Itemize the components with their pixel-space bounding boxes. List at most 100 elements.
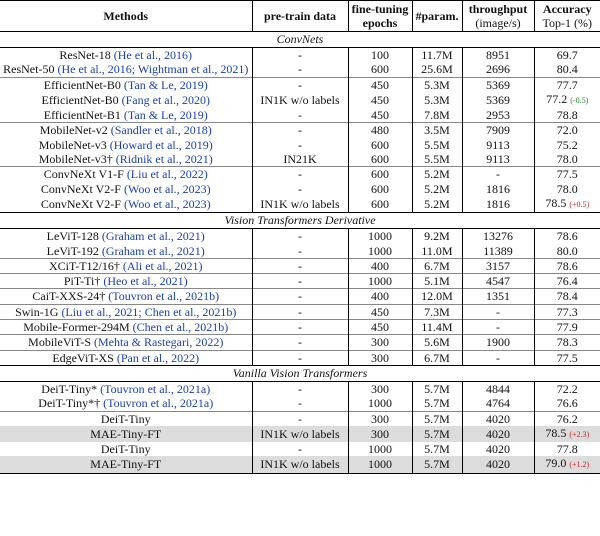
method-name: ConvNeXt V2-F xyxy=(40,196,121,211)
method-cell: Swin-1G (Liu et al., 2021; Chen et al., … xyxy=(0,303,253,320)
pretrain-cell: - xyxy=(252,381,349,397)
method-cell: EdgeViT-XS (Pan et al., 2022) xyxy=(0,349,253,366)
accuracy-cell: 76.2 xyxy=(534,410,600,426)
params-cell: 5.7M xyxy=(412,381,463,397)
method-cell: CaiT-XXS-24† (Touvron et al., 2021b) xyxy=(0,288,253,305)
method-cell: DeiT-Tiny xyxy=(0,442,253,457)
pretrain-cell: - xyxy=(252,76,349,92)
method-name: DeiT-Tiny xyxy=(100,442,151,457)
method-name: LeViT-192 xyxy=(46,243,99,258)
pretrain-cell: - xyxy=(252,303,349,320)
pretrain-cell: IN1K w/o labels xyxy=(252,195,349,213)
params-cell: 5.5M xyxy=(412,137,463,153)
params-cell: 5.7M xyxy=(412,396,463,412)
pretrain-cell: IN1K w/o labels xyxy=(252,456,349,474)
accuracy-value: 69.7 xyxy=(556,48,578,62)
accuracy-value: 78.6 xyxy=(556,258,578,273)
method-name: CaiT-XXS-24† xyxy=(32,289,106,304)
header-params: #param. xyxy=(412,0,463,32)
throughput-cell: 1900 xyxy=(462,334,535,351)
params-cell: 5.7M xyxy=(412,456,463,474)
table-row: MobileViT-S (Mehta & Rastegari, 2022) -30… xyxy=(0,334,600,351)
throughput-cell: 5369 xyxy=(462,76,535,92)
throughput-cell: 9113 xyxy=(462,152,535,167)
citation: (Touvron et al., 2021a) xyxy=(100,381,211,396)
header-throughput-text: throughput xyxy=(468,2,528,16)
params-cell: 5.2M xyxy=(412,181,463,196)
citation: (Fang et al., 2020) xyxy=(121,92,210,107)
epochs-cell: 450 xyxy=(348,303,413,320)
params-cell: 11.0M xyxy=(412,243,463,259)
params-cell: 5.2M xyxy=(412,166,463,182)
method-cell: EfficientNet-B0 (Fang et al., 2020) xyxy=(0,91,253,109)
header-accuracy-text: Accuracy xyxy=(542,2,592,16)
method-cell: MobileViT-S (Mehta & Rastegari, 2022) xyxy=(0,334,253,351)
params-cell: 6.7M xyxy=(412,257,463,274)
citation: (Graham et al., 2021) xyxy=(101,243,205,258)
epochs-cell: 600 xyxy=(348,181,413,196)
pretrain-cell: - xyxy=(252,396,349,412)
accuracy-value: 77.7 xyxy=(556,77,578,92)
method-cell: MobileNet-v2 (Sandler et al., 2018) xyxy=(0,122,253,138)
header-methods: Methods xyxy=(0,0,253,32)
epochs-cell: 400 xyxy=(348,288,413,305)
params-cell: 5.3M xyxy=(412,76,463,92)
throughput-cell: 5369 xyxy=(462,91,535,109)
epochs-cell: 1000 xyxy=(348,273,413,289)
section-row: Vision Transformers Derivative xyxy=(0,212,600,230)
pretrain-cell: - xyxy=(252,319,349,335)
table-row: MobileNet-v2 (Sandler et al., 2018) -480 3… xyxy=(0,122,600,138)
method-cell: ConvNeXt V2-F (Woo et al., 2023) xyxy=(0,195,253,213)
epochs-cell: 300 xyxy=(348,410,413,426)
accuracy-value: 78.8 xyxy=(556,108,578,123)
epochs-cell: 600 xyxy=(348,62,413,78)
accuracy-value: 80.0 xyxy=(556,243,578,258)
accuracy-cell: 78.8 xyxy=(534,108,600,123)
table-row: MAE-Tiny-FT IN1K w/o labels 1000 5.7M 4020 79… xyxy=(0,456,600,474)
throughput-cell: - xyxy=(462,349,535,366)
citation: (Mehta & Rastegari, 2022) xyxy=(94,335,224,350)
pretrain-cell: - xyxy=(252,410,349,426)
citation: (Heo et al., 2021) xyxy=(103,274,188,289)
section-title: ConvNets xyxy=(0,31,600,48)
table-row: LeViT-192 (Graham et al., 2021) -1000 11.0… xyxy=(0,243,600,259)
pretrain-cell: - xyxy=(252,442,349,457)
params-cell: 11.7M xyxy=(412,47,463,63)
throughput-cell: 1816 xyxy=(462,181,535,196)
pretrain-cell: IN1K w/o labels xyxy=(252,425,349,443)
table-row: PiT-Ti† (Heo et al., 2021) -1000 5.1M 4547 7… xyxy=(0,273,600,289)
accuracy-cell: 78.5 (+0.5) xyxy=(534,196,600,213)
method-cell: MobileNet-v3† (Ridnik et al., 2021) xyxy=(0,152,253,167)
accuracy-delta: (+1.2) xyxy=(569,460,590,470)
accuracy-value: 76.2 xyxy=(556,411,578,426)
epochs-cell: 1000 xyxy=(348,243,413,259)
pretrain-cell: IN21K xyxy=(252,152,349,167)
accuracy-cell: 78.3 xyxy=(534,334,600,351)
throughput-cell: 4020 xyxy=(462,456,535,474)
section-row: Vanilla Vision Transformers xyxy=(0,364,600,382)
throughput-cell: - xyxy=(462,319,535,335)
method-name: EfficientNet-B0 xyxy=(43,77,121,92)
header-throughput-unit: (image/s) xyxy=(475,16,521,30)
method-cell: MAE-Tiny-FT xyxy=(0,425,253,443)
table-row: XCiT-T12/16† (Ali et al., 2021) -400 6.7M 3… xyxy=(0,257,600,274)
citation: (Sandler et al., 2018) xyxy=(110,123,212,138)
accuracy-cell: 77.7 xyxy=(534,76,600,92)
throughput-cell: 2953 xyxy=(462,108,535,123)
epochs-cell: 600 xyxy=(348,137,413,153)
pretrain-cell: - xyxy=(252,62,349,78)
params-cell: 6.7M xyxy=(412,349,463,366)
table-body: ConvNets ResNet-18 (He et al., 2016) -100 1… xyxy=(0,31,600,474)
accuracy-value: 77.5 xyxy=(556,350,578,365)
throughput-cell: 13276 xyxy=(462,228,535,244)
epochs-cell: 300 xyxy=(348,334,413,351)
epochs-cell: 1000 xyxy=(348,442,413,457)
table-row: EfficientNet-B1 (Tan & Le, 2019) -450 7.8M… xyxy=(0,108,600,123)
throughput-cell: 4547 xyxy=(462,273,535,289)
method-cell: MAE-Tiny-FT xyxy=(0,456,253,474)
citation: (Woo et al., 2023) xyxy=(123,181,211,196)
accuracy-cell: 78.5 (+2.3) xyxy=(534,425,600,443)
pretrain-cell: - xyxy=(252,257,349,274)
epochs-cell: 600 xyxy=(348,152,413,167)
params-cell: 5.3M xyxy=(412,91,463,109)
